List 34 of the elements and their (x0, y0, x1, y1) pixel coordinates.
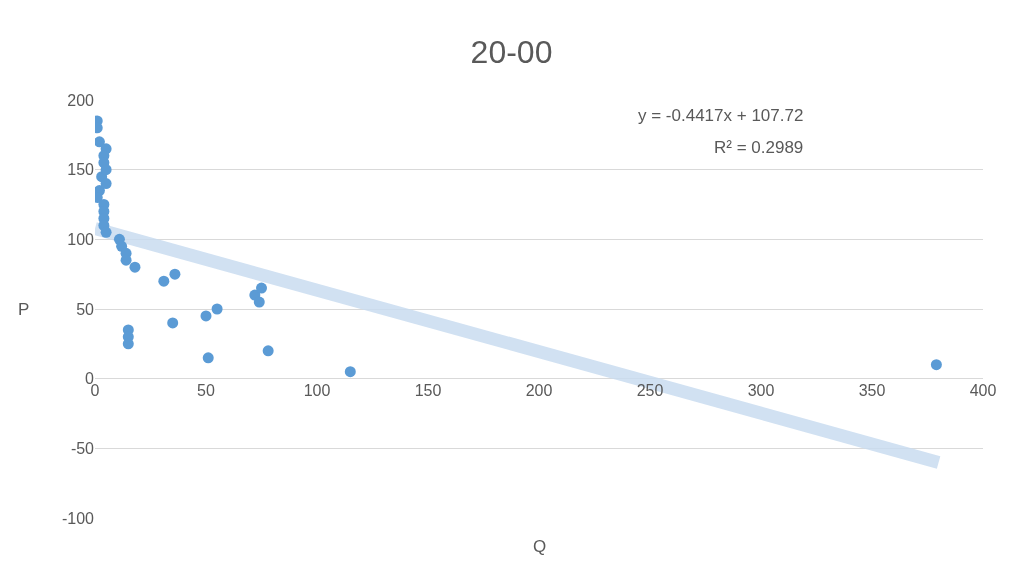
point (202, 352, 214, 364)
point (158, 275, 170, 287)
point (200, 310, 212, 322)
annotation: R² = 0.2989 (714, 138, 804, 157)
y-tick-label: 200 (67, 91, 95, 109)
y-tick-label: 100 (67, 230, 95, 248)
x-axis-title: Q (533, 537, 547, 556)
x-tick-label: 150 (414, 381, 442, 399)
y-tick-label: -50 (70, 439, 95, 457)
point (100, 164, 112, 176)
y-tick-label: -100 (61, 509, 95, 527)
point (253, 296, 265, 308)
point (344, 366, 356, 378)
point (167, 317, 179, 329)
x-tick-label: 400 (969, 381, 997, 399)
point (169, 268, 181, 280)
x-tick-label: 300 (747, 381, 775, 399)
point (211, 303, 223, 315)
annotation: y = -0.4417x + 107.72 (638, 106, 804, 125)
point (100, 178, 112, 190)
x-tick-label: 200 (525, 381, 553, 399)
x-tick-label: 250 (636, 381, 664, 399)
x-tick-label: 100 (303, 381, 331, 399)
y-tick-label: 50 (76, 300, 95, 318)
y-tick-label: 150 (67, 161, 95, 179)
point (256, 282, 267, 294)
point (95, 136, 105, 148)
point (262, 345, 274, 357)
chart-title: 20-00 (470, 34, 553, 71)
x-tick-label: 350 (858, 381, 886, 399)
x-tick-label: 50 (197, 381, 215, 399)
point (930, 359, 942, 371)
y-axis-title: P (18, 300, 30, 319)
point (129, 261, 141, 273)
